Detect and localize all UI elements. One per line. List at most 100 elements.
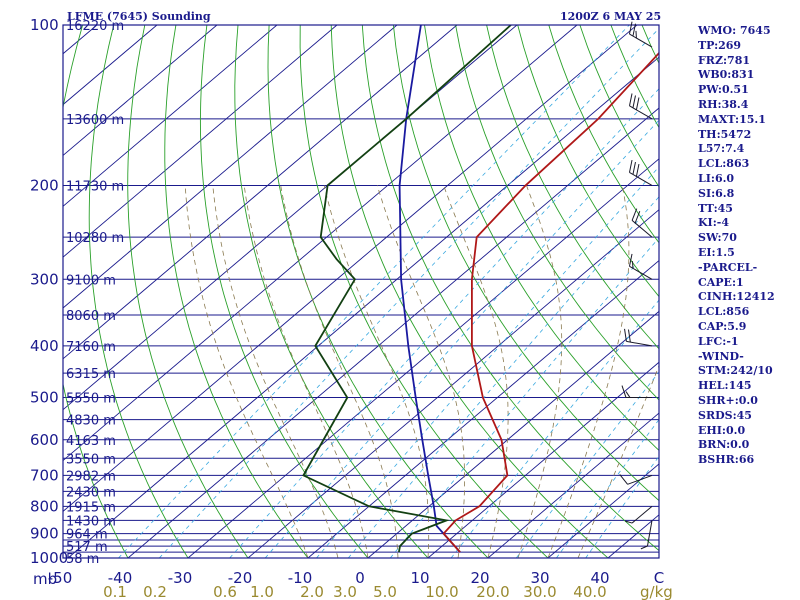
mixing-ratio-label: 5.0 <box>373 583 397 600</box>
index-item: EI:1.5 <box>698 245 735 259</box>
dry-adiabat-line <box>361 25 659 552</box>
temperature-tick-label: 30 <box>530 569 549 587</box>
moist-adiabat-line <box>243 185 369 558</box>
dry-adiabat-line <box>455 25 659 401</box>
dry-adiabat-line <box>548 25 659 244</box>
height-label: 5550 m <box>66 392 116 407</box>
mixing-ratio-label: 2.0 <box>300 583 324 600</box>
height-label: 10280 m <box>66 231 124 246</box>
isotherm-line <box>67 56 659 558</box>
mixing-ratio-label: 10.0 <box>425 583 458 600</box>
isotherm-line <box>127 107 659 558</box>
pressure-tick-label: 100 <box>30 16 59 34</box>
dry-adiabat-line <box>299 25 549 558</box>
wind-barb-staff <box>629 33 653 48</box>
mixing-ratio-label: 1.0 <box>250 583 274 600</box>
moist-adiabat-line <box>280 185 399 558</box>
wind-barb-staff <box>631 505 653 524</box>
height-label: 3550 m <box>66 452 116 467</box>
mixing-ratio-line <box>347 196 659 558</box>
stability-indices-panel: WMO: 7645 TP:269 FRZ:781 WB0:831 PW:0.51 RH:3… <box>698 24 798 468</box>
index-item: BRN:0.0 <box>698 438 750 452</box>
isotherm-line <box>547 463 659 558</box>
temperature-tick-label: -20 <box>228 569 253 587</box>
index-item: -PARCEL- <box>698 260 758 274</box>
pressure-tick-label: 900 <box>30 525 59 543</box>
temperature-tick-label: 0 <box>355 569 365 587</box>
plot-frame <box>62 24 660 559</box>
index-item: FRZ:781 <box>698 53 751 67</box>
wind-barb-flag <box>635 97 640 110</box>
index-item: SRDS:45 <box>698 408 752 422</box>
isotherm-line <box>307 259 659 558</box>
dry-adiabat-line <box>164 25 309 558</box>
index-item: LCL:863 <box>698 157 750 171</box>
dewpoint-line <box>302 25 512 553</box>
pressure-tick-label: 400 <box>30 337 59 355</box>
moist-adiabat-line <box>376 185 466 558</box>
temperature-tick-label: 40 <box>590 569 609 587</box>
isotherm-line <box>63 25 218 157</box>
pressure-tick-label: 500 <box>30 389 59 407</box>
height-label: 517 m <box>66 540 108 555</box>
height-label: 11730 m <box>66 179 124 194</box>
height-label: 2982 m <box>66 469 116 484</box>
index-item: CINH:12412 <box>698 290 775 304</box>
index-item: HEL:145 <box>698 379 752 393</box>
mixing-ratio-line <box>118 25 630 558</box>
index-item: TH:5472 <box>698 127 752 141</box>
pressure-unit-label: mb <box>33 570 57 588</box>
index-item: MAXT:15.1 <box>698 112 766 126</box>
wind-barb-flag <box>619 474 628 485</box>
pressure-tick-label: 700 <box>30 466 59 484</box>
mixing-ratio-label: 0.1 <box>103 583 127 600</box>
index-item: STM:242/10 <box>698 364 773 378</box>
wind-barb-flag <box>631 208 638 221</box>
temperature-line <box>442 51 659 553</box>
temperature-unit-label: C <box>654 569 664 587</box>
wind-barb-flag <box>628 21 633 35</box>
index-item: WMO: 7645 <box>698 24 771 37</box>
pressure-tick-label: 1000 <box>30 549 68 567</box>
temperature-tick-label: -40 <box>108 569 133 587</box>
wind-barb-staff <box>626 340 653 347</box>
dry-adiabat-line <box>267 25 489 558</box>
index-item: CAP:5.9 <box>698 319 747 333</box>
index-item: SI:6.8 <box>698 186 735 200</box>
wind-barb-flag <box>632 161 636 175</box>
index-item: LI:6.0 <box>698 171 735 185</box>
mixing-ratio-line <box>229 88 659 558</box>
height-label: 8060 m <box>66 309 116 324</box>
index-item: KI:-4 <box>698 216 729 230</box>
height-label: 9100 m <box>66 273 116 288</box>
isotherm-line <box>63 25 458 360</box>
isotherm-line <box>63 25 338 258</box>
moist-adiabat-line <box>323 185 430 558</box>
pressure-tick-label: 300 <box>30 270 59 288</box>
temperature-tick-label: -10 <box>288 569 313 587</box>
dry-adiabat-line <box>330 25 609 558</box>
wind-barb-flag <box>632 23 636 37</box>
wind-barb-flag <box>624 328 627 342</box>
isotherm-line <box>187 158 659 558</box>
wind-barb-flag <box>625 391 631 398</box>
wind-barb-flag <box>628 93 633 106</box>
wind-barb-staff <box>629 265 653 280</box>
mixing-ratio-line <box>316 166 659 558</box>
index-item: LCL:856 <box>698 305 750 319</box>
parcel-line <box>398 25 461 553</box>
wind-barb-staff <box>629 172 653 186</box>
index-item: BSHR:66 <box>698 453 755 467</box>
dry-adiabat-line <box>63 25 129 558</box>
wind-barb-flag <box>640 545 648 550</box>
index-item: CAPE:1 <box>698 275 744 289</box>
wind-barb-staff <box>627 474 653 485</box>
wind-barb-flag <box>634 211 641 224</box>
wind-barb-staff <box>646 520 653 547</box>
dry-adiabat-line <box>517 25 659 298</box>
wind-barb-flag <box>621 385 627 398</box>
moist-adiabat-line <box>577 364 659 558</box>
temperature-tick-label: 20 <box>470 569 489 587</box>
wind-barb-flag <box>635 163 640 177</box>
chart-title: LFME (7645) Sounding <box>67 10 211 23</box>
